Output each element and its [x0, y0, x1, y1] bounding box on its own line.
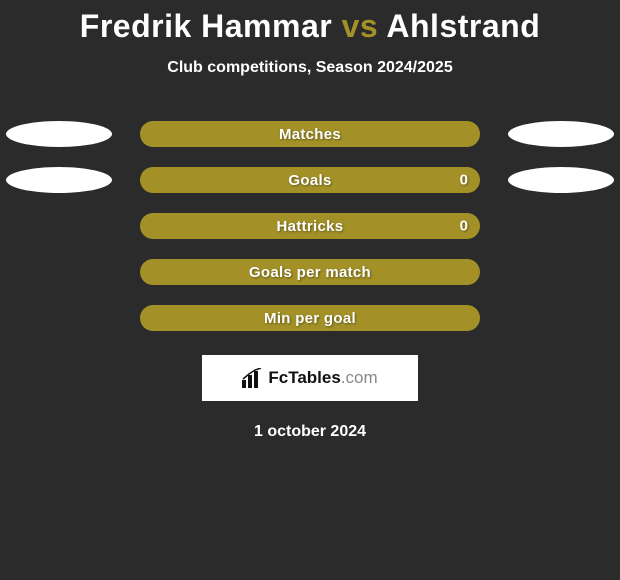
page-title: Fredrik Hammar vs Ahlstrand	[0, 0, 620, 45]
stat-bar: Goals per match	[140, 259, 480, 285]
logo-suffix: .com	[341, 368, 378, 387]
stat-bar: Hattricks 0	[140, 213, 480, 239]
left-value-ellipse	[6, 167, 112, 193]
stat-bar: Min per goal	[140, 305, 480, 331]
right-value-ellipse	[508, 121, 614, 147]
stat-bar: Goals 0	[140, 167, 480, 193]
stat-row: Goals per match	[0, 249, 620, 295]
title-player1: Fredrik Hammar	[80, 8, 332, 44]
subtitle: Club competitions, Season 2024/2025	[0, 59, 620, 77]
stat-label: Goals per match	[249, 264, 371, 281]
title-player2: Ahlstrand	[386, 8, 540, 44]
stat-right-value: 0	[460, 218, 468, 235]
stat-label: Min per goal	[264, 310, 356, 327]
stat-label: Hattricks	[277, 218, 344, 235]
comparison-rows: Matches Goals 0 Hattricks 0 Goals per match Mi…	[0, 111, 620, 341]
stat-right-value: 0	[460, 172, 468, 189]
right-value-ellipse	[508, 167, 614, 193]
left-value-ellipse	[6, 121, 112, 147]
logo-main: Tables	[288, 368, 341, 387]
stat-bar: Matches	[140, 121, 480, 147]
stat-row: Hattricks 0	[0, 203, 620, 249]
logo-prefix: Fc	[268, 368, 288, 387]
stat-row: Matches	[0, 111, 620, 157]
stat-label: Matches	[279, 126, 341, 143]
stat-label: Goals	[288, 172, 331, 189]
bars-icon	[242, 368, 264, 388]
date: 1 october 2024	[0, 423, 620, 441]
title-vs: vs	[342, 8, 379, 44]
stat-row: Min per goal	[0, 295, 620, 341]
logo: FcTables.com	[242, 368, 377, 388]
logo-text: FcTables.com	[268, 368, 377, 388]
logo-box: FcTables.com	[202, 355, 418, 401]
stat-row: Goals 0	[0, 157, 620, 203]
